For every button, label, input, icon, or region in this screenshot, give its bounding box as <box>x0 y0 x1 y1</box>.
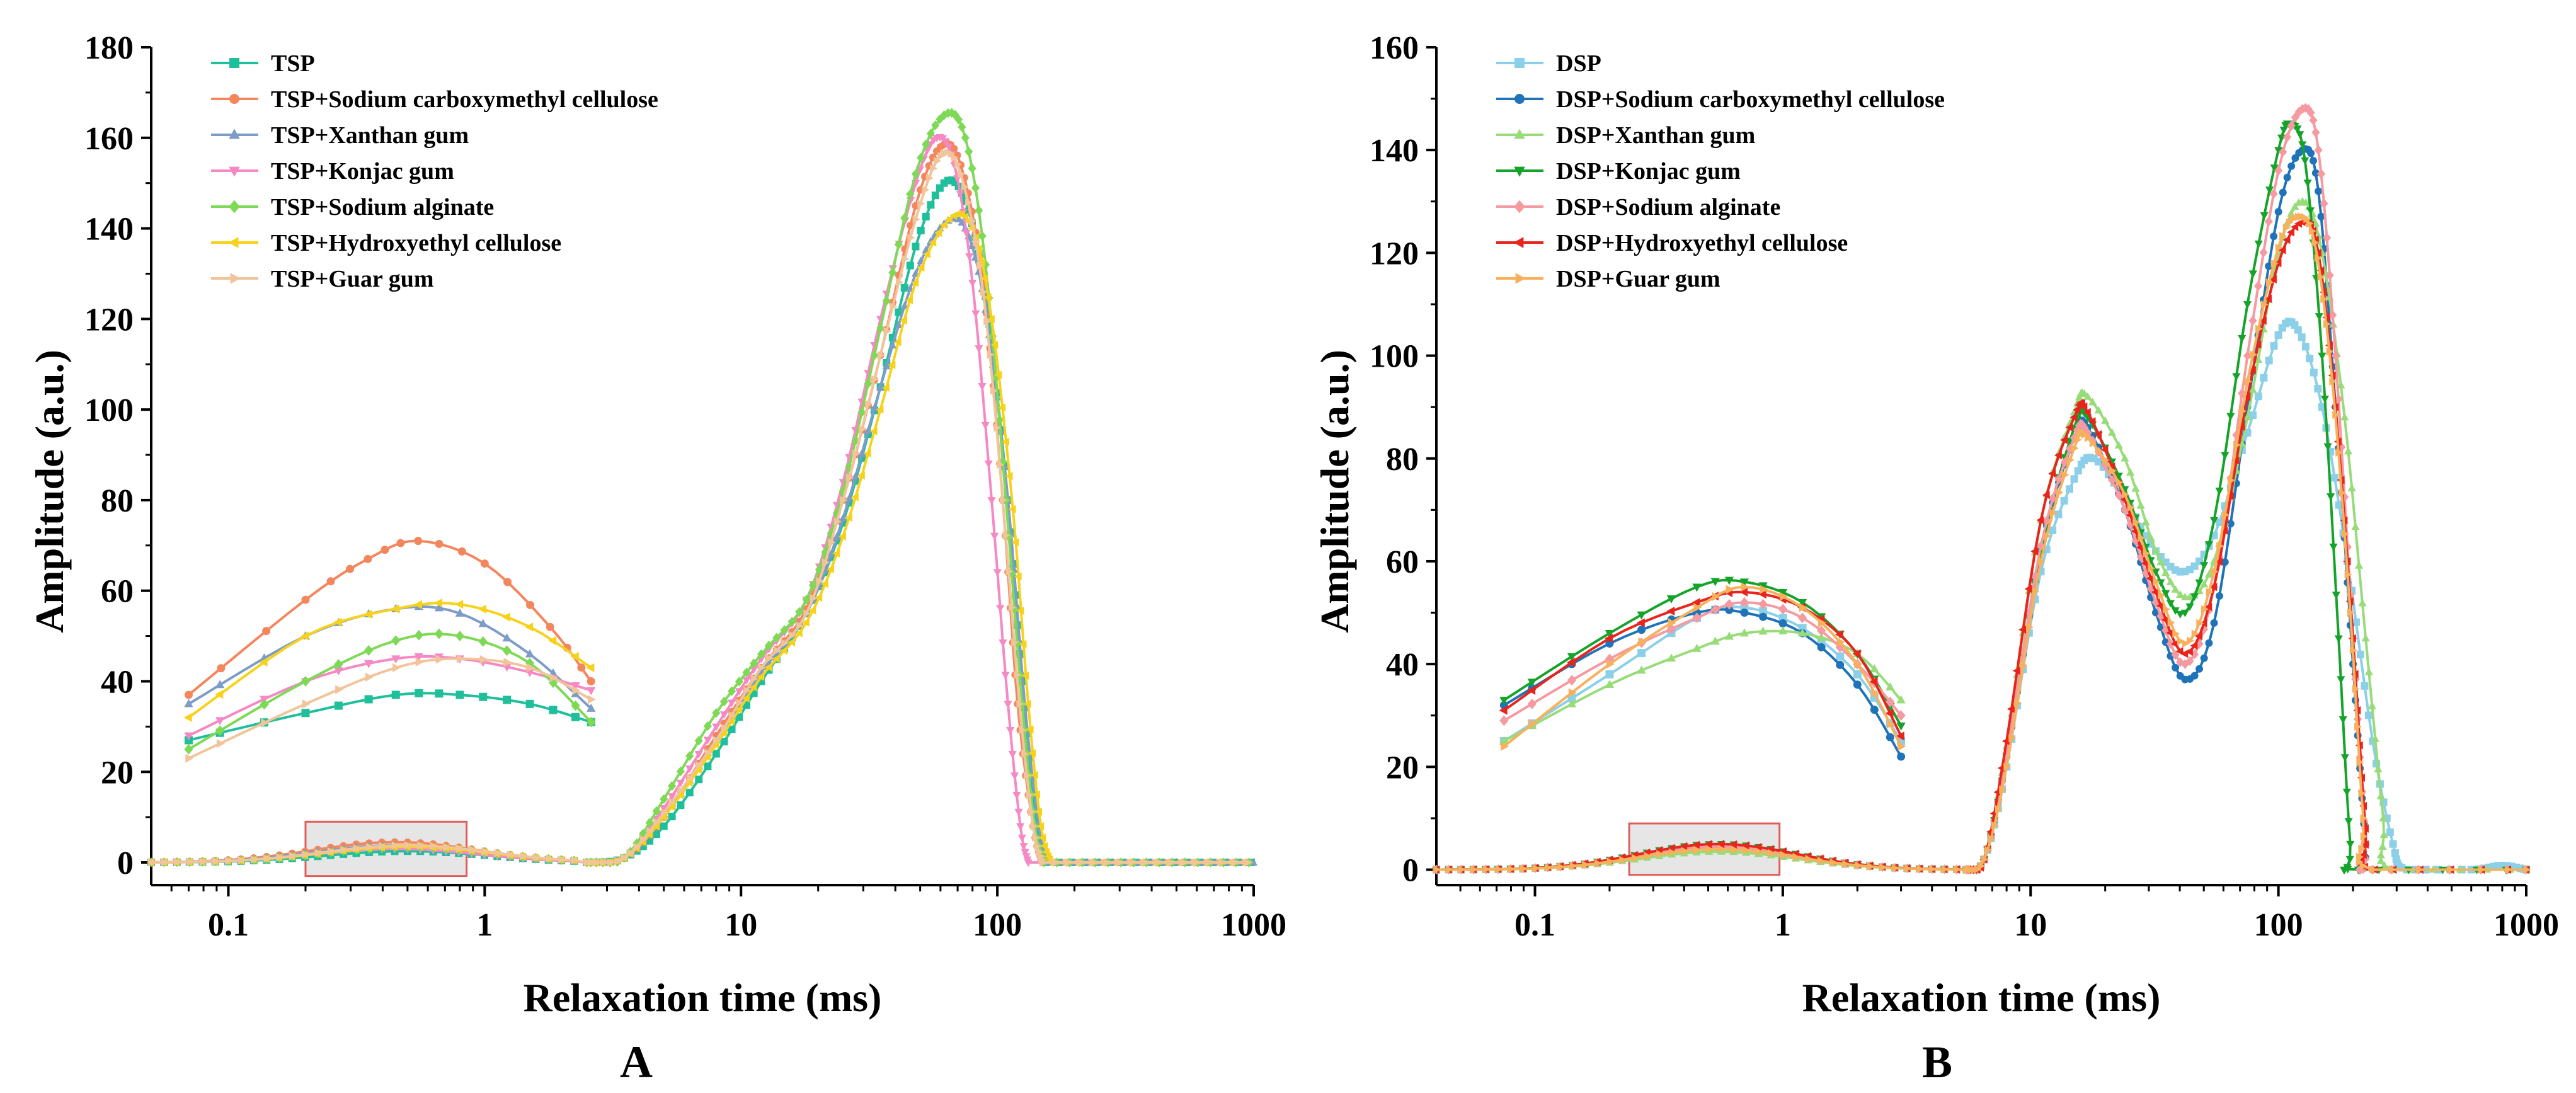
x-tick-label: 1 <box>476 907 493 943</box>
y-tick-label: 100 <box>1370 339 1419 375</box>
legend-label: DSP+Xanthan gum <box>1556 122 1755 149</box>
y-tick-label: 120 <box>1370 236 1419 272</box>
panel-label: B <box>1922 1037 1952 1087</box>
y-tick-label: 20 <box>1386 750 1419 786</box>
x-axis-title: Relaxation time (ms) <box>1802 975 2161 1020</box>
legend: DSP DSP+Sodium carboxymethyl cellulose DSP… <box>1496 50 1945 292</box>
y-tick-label: 180 <box>84 30 134 66</box>
series-4 <box>147 134 1251 867</box>
x-tick-label: 100 <box>973 907 1022 943</box>
inset-line <box>1503 605 1903 743</box>
legend-label: TSP+Sodium carboxymethyl cellulose <box>271 86 658 113</box>
y-tick-label: 0 <box>117 845 134 881</box>
inset-line <box>188 655 592 737</box>
panel-a: 0 20 40 60 80 100 120 140 160 180 0.1 1 10 100 1000 Rel… <box>27 30 1286 1087</box>
series-6 <box>1431 217 2529 874</box>
inset-line <box>188 605 592 710</box>
series-7 <box>148 148 1252 867</box>
legend-label: DSP+Konjac gum <box>1556 158 1741 185</box>
series-markers <box>1433 212 2531 874</box>
legend-marker <box>229 200 240 214</box>
series-7 <box>1433 212 2531 874</box>
y-axis-title: Amplitude (a.u.) <box>27 350 72 633</box>
legend-marker <box>1514 166 1525 177</box>
series-line <box>1436 220 2526 871</box>
legend-label: TSP <box>271 50 315 77</box>
y-tick-label: 40 <box>101 664 134 700</box>
legend-marker <box>229 129 240 139</box>
y-tick-label: 0 <box>1402 853 1419 889</box>
series-3 <box>1432 197 2531 873</box>
legend-label: TSP+Hydroxyethyl cellulose <box>271 230 561 256</box>
inset-line <box>188 602 592 719</box>
legend-marker <box>1515 273 1526 284</box>
legend-label: TSP+Xanthan gum <box>271 122 469 149</box>
legend-label: TSP+Sodium alginate <box>271 194 494 220</box>
x-tick-label: 1000 <box>2493 907 2559 943</box>
legend-label: TSP+Guar gum <box>271 266 434 292</box>
y-tick-label: 80 <box>101 483 134 519</box>
y-tick-label: 100 <box>84 392 134 428</box>
series-markers <box>1433 318 2530 874</box>
series-line <box>151 135 1246 864</box>
x-tick-label: 10 <box>724 907 757 943</box>
inset-markers <box>1499 605 1906 761</box>
legend-marker <box>229 166 240 177</box>
x-tick-label: 0.1 <box>208 907 249 943</box>
legend-marker <box>1514 200 1525 214</box>
legend-marker <box>229 94 239 104</box>
series-markers <box>147 213 1258 866</box>
x-tick-label: 10 <box>2014 907 2047 943</box>
y-tick-label: 20 <box>101 755 134 791</box>
x-tick-label: 1000 <box>1221 907 1286 943</box>
legend-label: TSP+Konjac gum <box>271 158 454 185</box>
legend-label: DSP+Sodium carboxymethyl cellulose <box>1556 86 1945 113</box>
inset-markers <box>1499 626 1906 745</box>
inset-markers <box>184 653 596 741</box>
x-axis-title: Relaxation time (ms) <box>524 975 882 1020</box>
y-tick-label: 80 <box>1386 442 1419 478</box>
legend-label: DSP+Hydroxyethyl cellulose <box>1556 230 1848 256</box>
inset-line <box>188 692 592 741</box>
x-tick-label: 1 <box>1775 907 1791 943</box>
legend-label: DSP <box>1556 50 1601 77</box>
legend-label: DSP+Guar gum <box>1556 266 1720 292</box>
y-tick-label: 140 <box>1370 133 1419 169</box>
series-3 <box>147 213 1258 866</box>
y-axis-title: Amplitude (a.u.) <box>1312 350 1357 633</box>
series-markers <box>1431 217 2529 874</box>
x-tick-label: 0.1 <box>1514 907 1555 943</box>
legend: TSP TSP+Sodium carboxymethyl cellulose TSP… <box>211 50 658 292</box>
series-markers <box>1432 197 2531 873</box>
legend-marker <box>1514 94 1525 104</box>
y-tick-label: 40 <box>1386 647 1419 683</box>
y-tick-label: 60 <box>1386 544 1419 580</box>
y-tick-label: 120 <box>84 302 134 338</box>
legend-marker <box>1513 237 1524 248</box>
inset-markers <box>1501 582 1906 751</box>
inset-markers <box>1499 602 1906 746</box>
series-1 <box>1433 318 2530 874</box>
legend-marker <box>229 58 239 68</box>
y-tick-label: 60 <box>101 574 134 610</box>
panel-label: A <box>620 1037 653 1087</box>
panel-b: 0 20 40 60 80 100 120 140 160 0.1 1 10 100 1000 Relaxa… <box>1312 30 2559 1087</box>
inset-line <box>188 657 592 760</box>
y-tick-label: 160 <box>1370 30 1419 66</box>
legend-marker <box>228 237 239 248</box>
y-tick-label: 160 <box>84 121 134 157</box>
legend-marker <box>230 273 241 284</box>
series-line <box>1436 106 2526 871</box>
inset-markers <box>183 598 595 723</box>
y-tick-label: 140 <box>84 212 134 248</box>
x-tick-label: 100 <box>2254 907 2303 943</box>
legend-marker <box>1514 129 1525 139</box>
legend-marker <box>1514 58 1525 68</box>
inset-markers <box>184 689 595 745</box>
legend-label: DSP+Sodium alginate <box>1556 194 1780 220</box>
